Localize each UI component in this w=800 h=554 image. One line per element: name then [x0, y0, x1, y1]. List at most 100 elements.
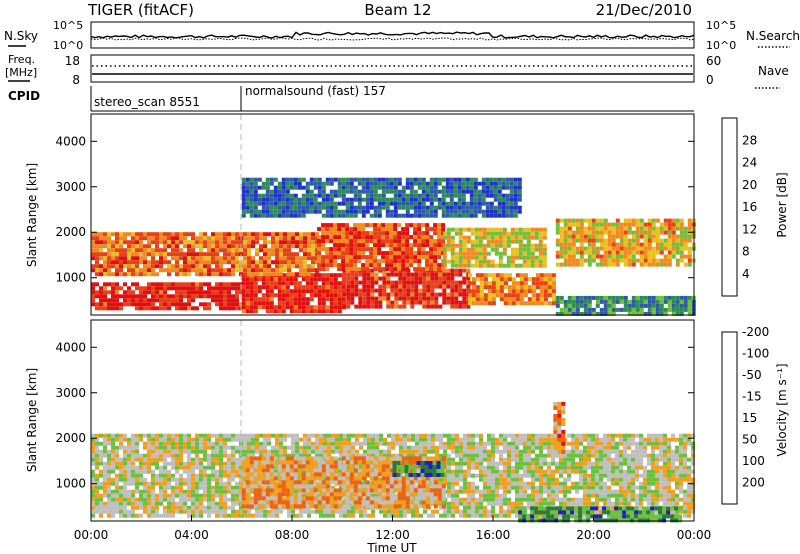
- power-echo-cell: [417, 193, 422, 198]
- power-echo-cell: [485, 185, 490, 190]
- power-echo-cell: [655, 242, 660, 247]
- power-echo-cell: [295, 260, 299, 265]
- power-echo-cell: [643, 311, 648, 316]
- power-echo-cell: [489, 201, 494, 206]
- power-echo-cell: [346, 296, 351, 301]
- power-echo-cell: [345, 231, 350, 236]
- power-echo-cell: [203, 306, 207, 311]
- velocity-echo-cell: [155, 441, 159, 446]
- power-echo-cells: [91, 177, 696, 316]
- power-echo-cell: [99, 290, 103, 295]
- power-echo-cell: [517, 209, 522, 214]
- velocity-echo-cell: [167, 509, 171, 514]
- power-echo-cell: [539, 277, 544, 282]
- velocity-echo-cell: [367, 453, 371, 458]
- power-echo-cell: [675, 234, 680, 239]
- velocity-echo-cell: [439, 481, 443, 486]
- velocity-echo-cell: [187, 509, 191, 514]
- power-echo-cell: [663, 254, 668, 259]
- power-echo-cell: [167, 282, 171, 287]
- velocity-echo-cell: [327, 445, 331, 450]
- power-echo-cell: [489, 209, 494, 214]
- power-echo-cell: [599, 218, 604, 223]
- power-echo-cell: [361, 189, 366, 194]
- power-echo-cell: [542, 263, 547, 268]
- power-echo-cell: [515, 301, 520, 306]
- velocity-echo-cell: [215, 441, 219, 446]
- velocity-echo-cell: [467, 473, 471, 478]
- power-echo-cell: [167, 236, 171, 241]
- power-echo-cell: [421, 247, 426, 252]
- velocity-echo-cell: [115, 453, 119, 458]
- power-echo-cell: [235, 302, 239, 307]
- power-echo-cell: [191, 286, 195, 291]
- power-echo-cell: [494, 263, 499, 268]
- velocity-echo-cell: [99, 497, 103, 502]
- velocity-echo-cell: [151, 505, 155, 510]
- power-echo-cell: [381, 259, 386, 264]
- power-echo-cell: [285, 285, 290, 290]
- velocity-echo-cell: [331, 441, 335, 446]
- power-echo-cell: [513, 213, 518, 218]
- power-echo-cell: [441, 193, 446, 198]
- velocity-echo-cell: [183, 449, 187, 454]
- velocity-echo-cell: [403, 437, 407, 442]
- power-echo-cell: [401, 243, 406, 248]
- power-echo-cell: [623, 230, 628, 235]
- power-echo-cell: [151, 282, 155, 287]
- velocity-echo-cell: [319, 445, 323, 450]
- power-echo-cell: [542, 235, 547, 240]
- velocity-echo-cell: [147, 481, 151, 486]
- velocity-echo-cell: [131, 513, 135, 518]
- power-echo-cell: [265, 193, 270, 198]
- power-echo-cell: [441, 205, 446, 210]
- power-echo-cell: [247, 244, 251, 249]
- power-echo-cell: [623, 295, 628, 300]
- power-echo-cell: [219, 232, 223, 237]
- power-echo-cell: [369, 263, 374, 268]
- power-echo-cell: [390, 280, 395, 285]
- velocity-echo-cell: [447, 445, 451, 450]
- velocity-echo-cell: [447, 513, 451, 518]
- velocity-echo-cell: [267, 485, 271, 490]
- power-echo-cell: [417, 223, 422, 228]
- power-echo-cell: [615, 242, 620, 247]
- power-echo-cell: [675, 262, 680, 267]
- power-echo-cell: [417, 267, 422, 272]
- velocity-echo-cell: [407, 509, 411, 514]
- power-echo-cell: [249, 193, 254, 198]
- power-echo-cell: [239, 248, 243, 253]
- power-echo-cell: [111, 232, 115, 237]
- power-echo-cell: [281, 309, 286, 314]
- power-echo-cell: [671, 303, 676, 308]
- power-echo-cell: [555, 311, 560, 316]
- power-echo-cell: [381, 251, 386, 256]
- velocity-echo-cell: [227, 465, 231, 470]
- velocity-echo-cell: [419, 453, 423, 458]
- velocity-echo-cell: [447, 441, 451, 446]
- power-echo-cell: [317, 189, 322, 194]
- power-echo-cell: [675, 295, 680, 300]
- power-echo-cell: [269, 201, 274, 206]
- power-echo-cell: [530, 227, 535, 232]
- power-echo-cell: [127, 232, 131, 237]
- velocity-echo-cell: [99, 457, 103, 462]
- power-echo-cell: [607, 250, 612, 255]
- velocity-echo-cell: [339, 453, 343, 458]
- power-echo-cell: [433, 239, 438, 244]
- power-echo-cell: [687, 295, 692, 300]
- power-echo-cell: [663, 222, 668, 227]
- power-echo-cell: [514, 239, 519, 244]
- power-echo-cell: [283, 252, 287, 257]
- velocity-echo-cell: [227, 481, 231, 486]
- power-echo-cell: [607, 299, 612, 304]
- power-echo-cell: [385, 251, 390, 256]
- power-echo-cell: [438, 272, 443, 277]
- power-echo-cell: [466, 227, 471, 232]
- power-echo-cell: [263, 248, 267, 253]
- power-echo-cell: [429, 259, 434, 264]
- power-echo-cell: [329, 251, 334, 256]
- power-echo-cell: [127, 298, 131, 303]
- power-echo-cell: [357, 223, 362, 228]
- power-echo-cell: [503, 273, 508, 278]
